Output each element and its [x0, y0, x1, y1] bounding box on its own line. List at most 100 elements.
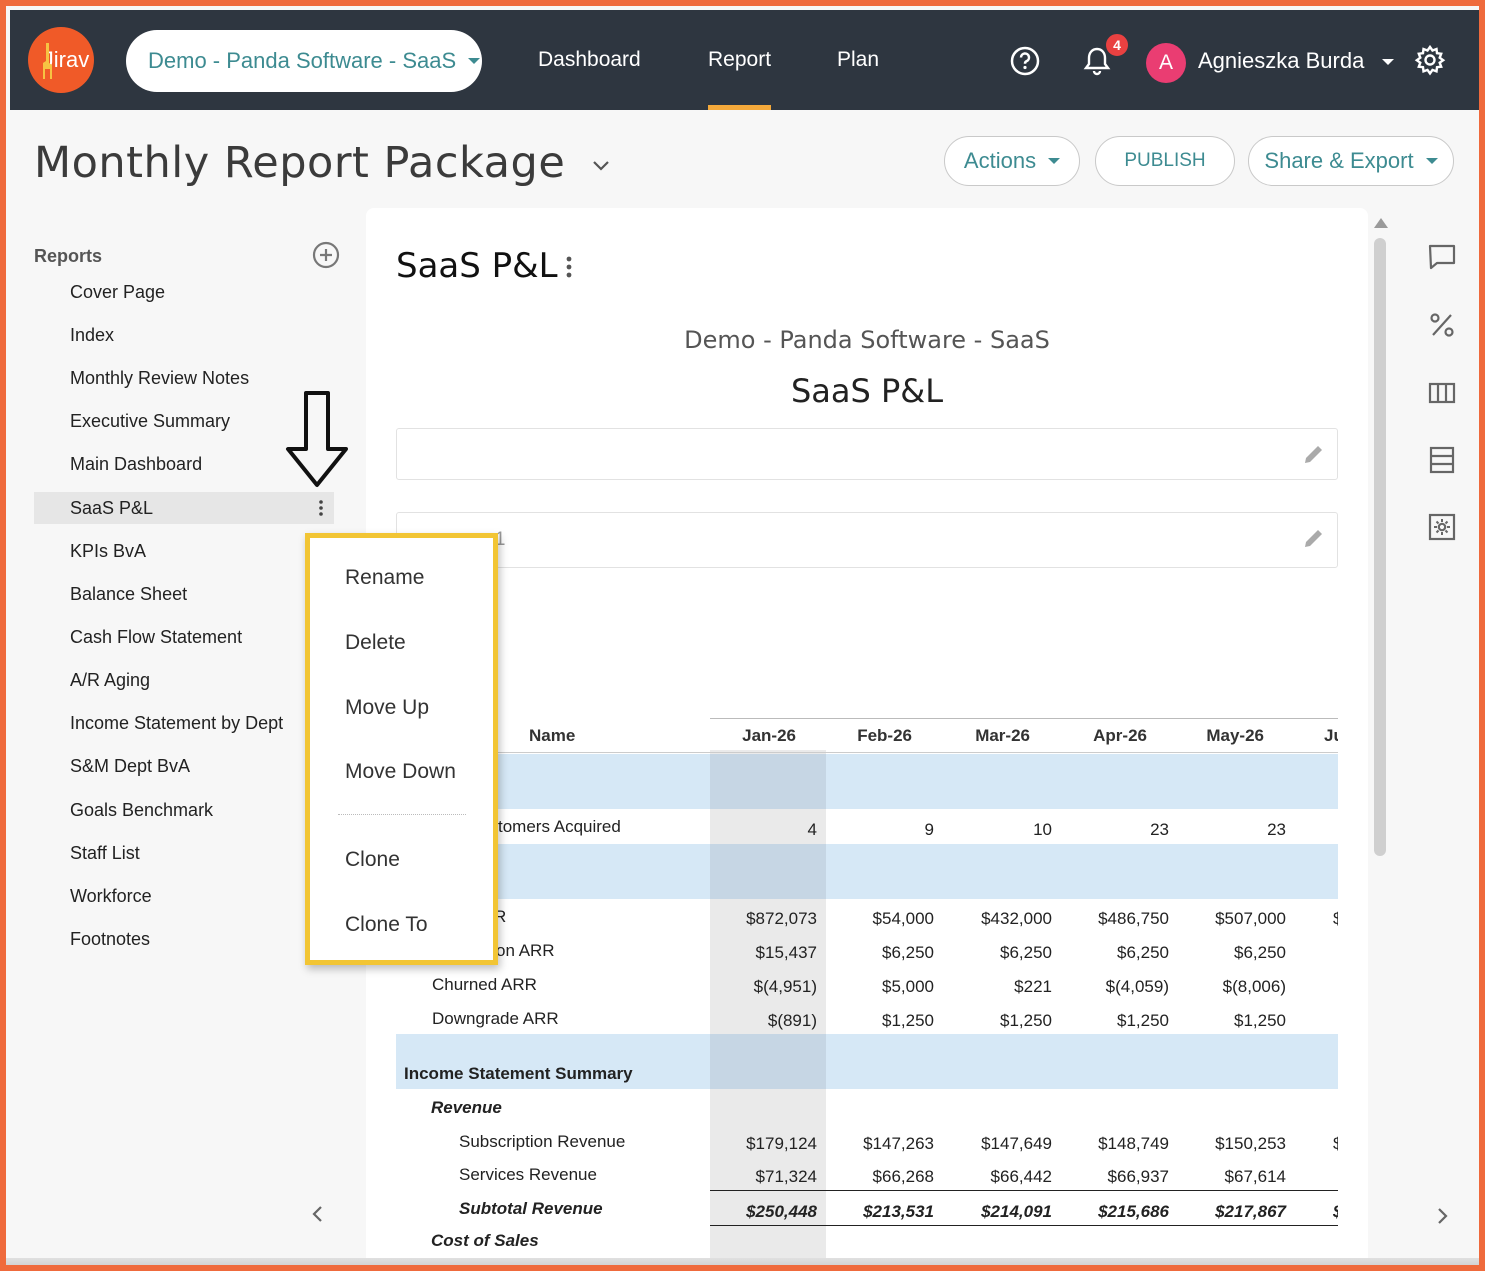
menu-item-rename[interactable]: Rename: [345, 566, 425, 589]
user-name: Agnieszka Burda: [1198, 48, 1365, 73]
share-export-button[interactable]: Share & Export: [1248, 136, 1454, 186]
caret-down-icon: [1425, 158, 1438, 164]
column-header: May-26: [1206, 726, 1264, 745]
avatar[interactable]: A: [1146, 43, 1186, 83]
nav-dashboard[interactable]: Dashboard: [538, 48, 641, 71]
table-cell: $1,250: [1117, 1011, 1169, 1030]
settings-box-icon[interactable]: [1427, 512, 1457, 542]
scroll-up-arrow[interactable]: [1374, 218, 1388, 228]
menu-item-clone-to[interactable]: Clone To: [345, 913, 428, 936]
table-cell: $5,000: [882, 977, 934, 996]
sidebar-item-index[interactable]: Index: [70, 324, 115, 345]
table-cell: $: [1333, 1134, 1338, 1154]
vertical-scrollbar[interactable]: [1374, 238, 1386, 856]
sidebar-item-workforce[interactable]: Workforce: [70, 885, 152, 906]
add-report-icon[interactable]: [311, 240, 341, 270]
chevron-right-icon[interactable]: [1432, 1204, 1452, 1228]
report-textbox[interactable]: a 1: [396, 512, 1338, 568]
table-cell: $147,263: [863, 1134, 934, 1153]
table-cell: $6,250: [882, 943, 934, 962]
sidebar-item-monthly-review-notes[interactable]: Monthly Review Notes: [70, 367, 250, 388]
table-cell: $54,000: [872, 909, 934, 928]
sidebar-item-balance-sheet[interactable]: Balance Sheet: [70, 583, 188, 604]
sidebar-item-sm-dept-bva[interactable]: S&M Dept BvA: [70, 755, 191, 776]
table-cell: $(4,059): [1105, 977, 1169, 996]
group-label: Revenue: [431, 1098, 502, 1117]
table-cell: $71,324: [755, 1167, 817, 1186]
table-cell: $215,686: [1098, 1202, 1169, 1221]
sidebar-item-cash-flow-statement[interactable]: Cash Flow Statement: [70, 626, 243, 647]
reports-heading: Reports: [34, 246, 103, 266]
rows-icon[interactable]: [1427, 445, 1457, 475]
table-cell: $147,649: [981, 1134, 1052, 1153]
table-cell: $(891): [767, 1011, 817, 1030]
sidebar-item-saas-pl[interactable]: SaaS P&L: [34, 492, 334, 524]
sidebar-item-staff-list[interactable]: Staff List: [70, 842, 140, 863]
table-cell: $6,250: [1234, 943, 1286, 962]
menu-item-move-down[interactable]: Move Down: [345, 760, 456, 783]
sidebar-item-kpis-bva[interactable]: KPIs BvA: [70, 540, 147, 561]
table-cell: $217,867: [1215, 1202, 1286, 1221]
report-subtitle: SaaS P&L: [790, 372, 944, 410]
menu-item-delete[interactable]: Delete: [345, 631, 406, 654]
pencil-icon[interactable]: [1301, 525, 1327, 551]
table-cell: $221: [1014, 977, 1052, 996]
menu-divider: [338, 814, 466, 815]
settings-icon[interactable]: [1414, 44, 1446, 76]
percent-icon[interactable]: [1427, 310, 1457, 340]
table-cell: $(4,951): [753, 977, 817, 996]
row-label: Subscription Revenue: [459, 1132, 626, 1151]
nav-report[interactable]: Report: [708, 10, 772, 110]
table-cell: $: [1333, 909, 1338, 929]
caret-down-icon: [1048, 158, 1061, 164]
table-cell: $486,750: [1098, 909, 1169, 928]
publish-button[interactable]: PUBLISH: [1095, 136, 1235, 186]
table-cell: $67,614: [1224, 1167, 1286, 1186]
columns-icon[interactable]: [1427, 378, 1457, 408]
table-cell: $148,749: [1098, 1134, 1169, 1153]
menu-item-clone[interactable]: Clone: [345, 848, 400, 871]
report-textbox[interactable]: [396, 428, 1338, 480]
chevron-left-icon[interactable]: [308, 1202, 328, 1226]
pencil-icon[interactable]: [1301, 441, 1327, 467]
table-cell: $214,091: [981, 1202, 1052, 1221]
sidebar-item-executive-summary[interactable]: Executive Summary: [70, 410, 231, 431]
table-cell: $6,250: [1000, 943, 1052, 962]
sidebar-item-footnotes[interactable]: Footnotes: [70, 928, 151, 949]
chevron-down-icon[interactable]: [591, 159, 611, 173]
table-cell: $15,437: [755, 943, 817, 962]
sidebar-item-income-statement-by-dept[interactable]: Income Statement by Dept: [70, 712, 284, 733]
nav-plan[interactable]: Plan: [837, 48, 880, 71]
comment-icon[interactable]: [1427, 242, 1457, 272]
kebab-menu-icon[interactable]: [318, 498, 324, 518]
table-cell: 4: [807, 820, 817, 839]
table-cell: $(8,006): [1222, 977, 1286, 996]
table-cell: $: [1333, 1202, 1338, 1222]
current-month-column: [710, 750, 826, 1265]
table-cell: $213,531: [863, 1202, 934, 1221]
column-header: Feb-26: [857, 726, 912, 745]
table-cell: $66,937: [1107, 1167, 1169, 1186]
column-header: Mar-26: [975, 726, 1030, 745]
sidebar-item-main-dashboard[interactable]: Main Dashboard: [70, 453, 203, 474]
actions-button[interactable]: Actions: [944, 136, 1080, 186]
row-label: Services Revenue: [459, 1165, 597, 1184]
jirav-logo[interactable]: Jirav: [28, 27, 94, 93]
group-label: Cost of Sales: [431, 1231, 539, 1250]
table-cell: 23: [1267, 820, 1286, 839]
menu-item-move-up[interactable]: Move Up: [345, 696, 430, 719]
bell-icon[interactable]: [1082, 45, 1112, 77]
report-company-subtitle: Demo - Panda Software - SaaS: [684, 326, 1050, 354]
kebab-menu-icon[interactable]: [564, 254, 574, 280]
sidebar-item-ar-aging[interactable]: A/R Aging: [70, 669, 151, 690]
page-title[interactable]: Monthly Report Package: [34, 138, 611, 188]
row-label: Churned ARR: [432, 975, 537, 994]
sidebar-item-cover-page[interactable]: Cover Page: [70, 281, 166, 302]
user-menu[interactable]: Agnieszka Burda: [1198, 48, 1395, 74]
help-icon[interactable]: [1009, 45, 1041, 77]
company-selector[interactable]: Demo - Panda Software - SaaS: [126, 30, 482, 92]
sidebar-item-goals-benchmark[interactable]: Goals Benchmark: [70, 799, 214, 820]
table-cell: $507,000: [1215, 909, 1286, 928]
row-label: Downgrade ARR: [432, 1009, 559, 1028]
table-cell: $250,448: [746, 1202, 817, 1221]
